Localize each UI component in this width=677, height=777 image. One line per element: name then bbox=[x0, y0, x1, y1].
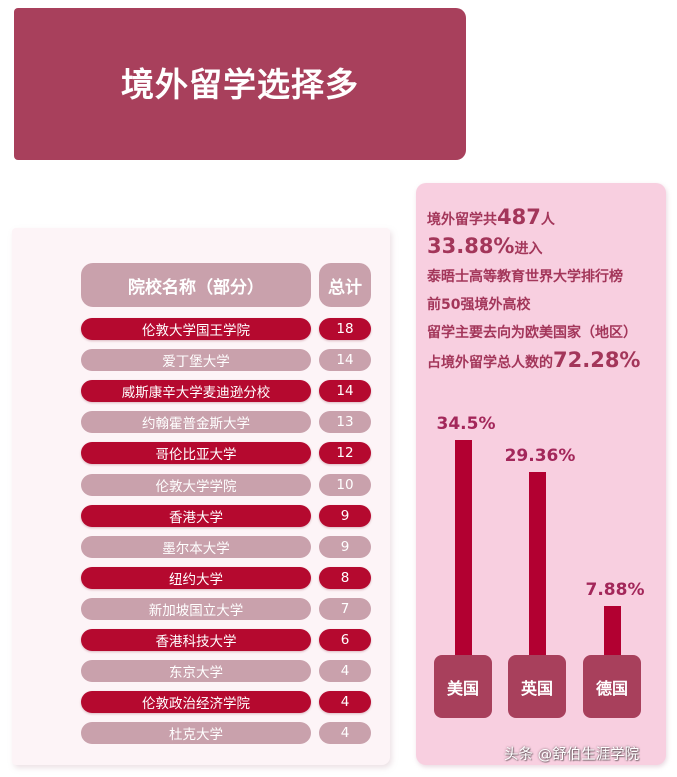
page-title: 境外留学选择多 bbox=[121, 65, 359, 104]
university-total-cell: 8 bbox=[319, 566, 371, 589]
watermark: 头条 @舒伯生涯学院 bbox=[504, 747, 640, 763]
university-name-cell: 东京大学 bbox=[81, 660, 311, 683]
stat-line-destination: 留学主要去向为欧美国家（地区） bbox=[427, 325, 637, 341]
country-label: 英国 bbox=[508, 655, 566, 718]
stat-number: 33.88% bbox=[427, 234, 515, 258]
university-name-cell: 威斯康辛大学麦迪逊分校 bbox=[81, 380, 311, 403]
bar-value-label: 7.88% bbox=[585, 580, 645, 600]
stat-text: 人 bbox=[540, 212, 555, 228]
bar bbox=[455, 440, 472, 655]
university-name-cell: 香港科技大学 bbox=[81, 629, 311, 651]
university-table-panel bbox=[12, 228, 390, 765]
university-total-cell: 7 bbox=[319, 597, 371, 620]
university-total-cell: 12 bbox=[319, 442, 371, 465]
university-total-cell: 9 bbox=[319, 504, 371, 527]
stat-line-share: 占境外留学总人数的72.28% bbox=[427, 350, 640, 371]
university-name-cell: 伦敦大学国王学院 bbox=[81, 318, 311, 340]
bar bbox=[604, 606, 621, 655]
university-name-cell: 纽约大学 bbox=[81, 566, 311, 589]
university-total-cell: 13 bbox=[319, 411, 371, 434]
university-name-cell: 伦敦政治经济学院 bbox=[81, 691, 311, 714]
stat-text: 占境外留学总人数的 bbox=[427, 355, 553, 371]
header-university-name: 院校名称（部分） bbox=[81, 263, 311, 307]
university-name-cell: 爱丁堡大学 bbox=[81, 349, 311, 372]
university-name-cell: 新加坡国立大学 bbox=[81, 597, 311, 620]
university-total-cell: 14 bbox=[319, 380, 371, 403]
stat-text: 进入 bbox=[514, 241, 543, 257]
university-total-cell: 9 bbox=[319, 535, 371, 558]
bar bbox=[529, 472, 546, 655]
stat-number: 72.28% bbox=[553, 348, 641, 372]
university-name-cell: 香港大学 bbox=[81, 504, 311, 527]
country-label: 美国 bbox=[434, 655, 492, 718]
university-name-cell: 杜克大学 bbox=[81, 722, 311, 745]
university-total-cell: 4 bbox=[319, 660, 371, 683]
country-label: 德国 bbox=[583, 655, 641, 718]
university-total-cell: 4 bbox=[319, 691, 371, 714]
university-name-cell: 哥伦比亚大学 bbox=[81, 442, 311, 465]
university-name-cell: 约翰霍普金斯大学 bbox=[81, 411, 311, 434]
bar-value-label: 34.5% bbox=[436, 414, 496, 434]
stat-line-ranking: 泰晤士高等教育世界大学排行榜 bbox=[427, 269, 623, 285]
stat-number: 487 bbox=[497, 205, 541, 229]
university-total-cell: 10 bbox=[319, 473, 371, 496]
bar-value-label: 29.36% bbox=[504, 446, 576, 466]
university-name-cell: 伦敦大学学院 bbox=[81, 473, 311, 496]
university-total-cell: 4 bbox=[319, 722, 371, 745]
stat-line-top50: 前50强境外高校 bbox=[427, 297, 531, 313]
stat-line-total: 境外留学共487人 bbox=[427, 207, 555, 228]
title-banner: 境外留学选择多 bbox=[14, 8, 466, 160]
stat-text: 境外留学共 bbox=[427, 212, 497, 228]
university-name-cell: 墨尔本大学 bbox=[81, 535, 311, 558]
university-total-cell: 18 bbox=[319, 318, 371, 340]
university-total-cell: 14 bbox=[319, 349, 371, 372]
header-total: 总计 bbox=[319, 263, 371, 307]
stat-line-percent: 33.88%进入 bbox=[427, 236, 542, 257]
university-total-cell: 6 bbox=[319, 629, 371, 651]
